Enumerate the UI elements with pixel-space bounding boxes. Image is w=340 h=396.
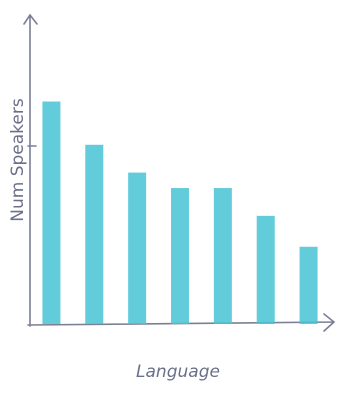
bar xyxy=(256,215,275,324)
bar xyxy=(171,188,189,324)
bar xyxy=(85,144,104,324)
x-axis-label: Language xyxy=(136,362,220,382)
bar xyxy=(299,246,318,324)
y-axis-label: Num Speakers xyxy=(8,98,28,222)
y-axis xyxy=(23,13,38,327)
bar xyxy=(42,101,61,325)
bar xyxy=(128,172,147,324)
bar xyxy=(213,188,232,324)
